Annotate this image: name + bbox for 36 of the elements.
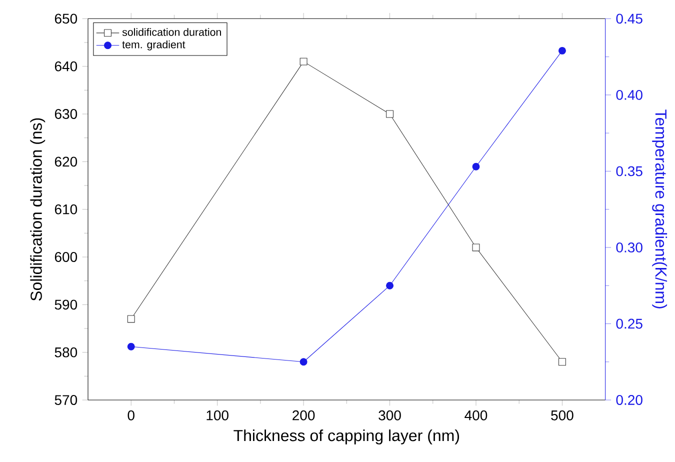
y2-tick-label: 0.40 <box>616 90 642 100</box>
y2-tick-label: 0.35 <box>616 166 642 176</box>
x-tick-label: 300 <box>378 410 401 420</box>
point <box>386 110 394 118</box>
x-tick-label: 200 <box>292 410 315 420</box>
y2-tick-label: 0.20 <box>616 395 642 405</box>
y-tick-label: 570 <box>54 395 78 405</box>
x-tick-label: 100 <box>206 410 228 420</box>
y-tick-label: 650 <box>54 14 78 24</box>
point <box>472 244 480 252</box>
x-tick-label: 500 <box>551 410 574 420</box>
legend-label: solidification duration <box>122 28 221 36</box>
y-tick-label: 580 <box>54 347 78 358</box>
point <box>386 282 394 290</box>
y-tick-label: 620 <box>54 156 78 167</box>
y2-tick-label: 0.30 <box>616 242 642 252</box>
point <box>127 342 135 350</box>
x-tick-label: 0 <box>128 410 134 420</box>
y2-tick-label: 0.25 <box>616 318 642 329</box>
y-tick-label: 600 <box>54 252 78 262</box>
point <box>300 58 308 66</box>
y-axis-title: Solidification duration (ns) <box>30 118 46 301</box>
y-tick-label: 590 <box>54 300 78 310</box>
y-tick-label: 640 <box>54 61 78 72</box>
y2-tick-label: 0.45 <box>616 14 642 24</box>
x-tick-label: 400 <box>464 410 488 420</box>
point <box>300 358 308 366</box>
point <box>558 358 566 366</box>
point <box>472 162 480 170</box>
point <box>558 46 566 54</box>
legend-label: tem. gradient <box>122 40 186 50</box>
point <box>127 315 135 323</box>
y-tick-label: 630 <box>54 109 78 119</box>
x-axis-title: Thickness of capping layer (nm) <box>234 429 460 444</box>
y2-axis-title: Temperature gradient(K/nm) <box>652 110 668 308</box>
y-tick-label: 610 <box>54 204 78 214</box>
